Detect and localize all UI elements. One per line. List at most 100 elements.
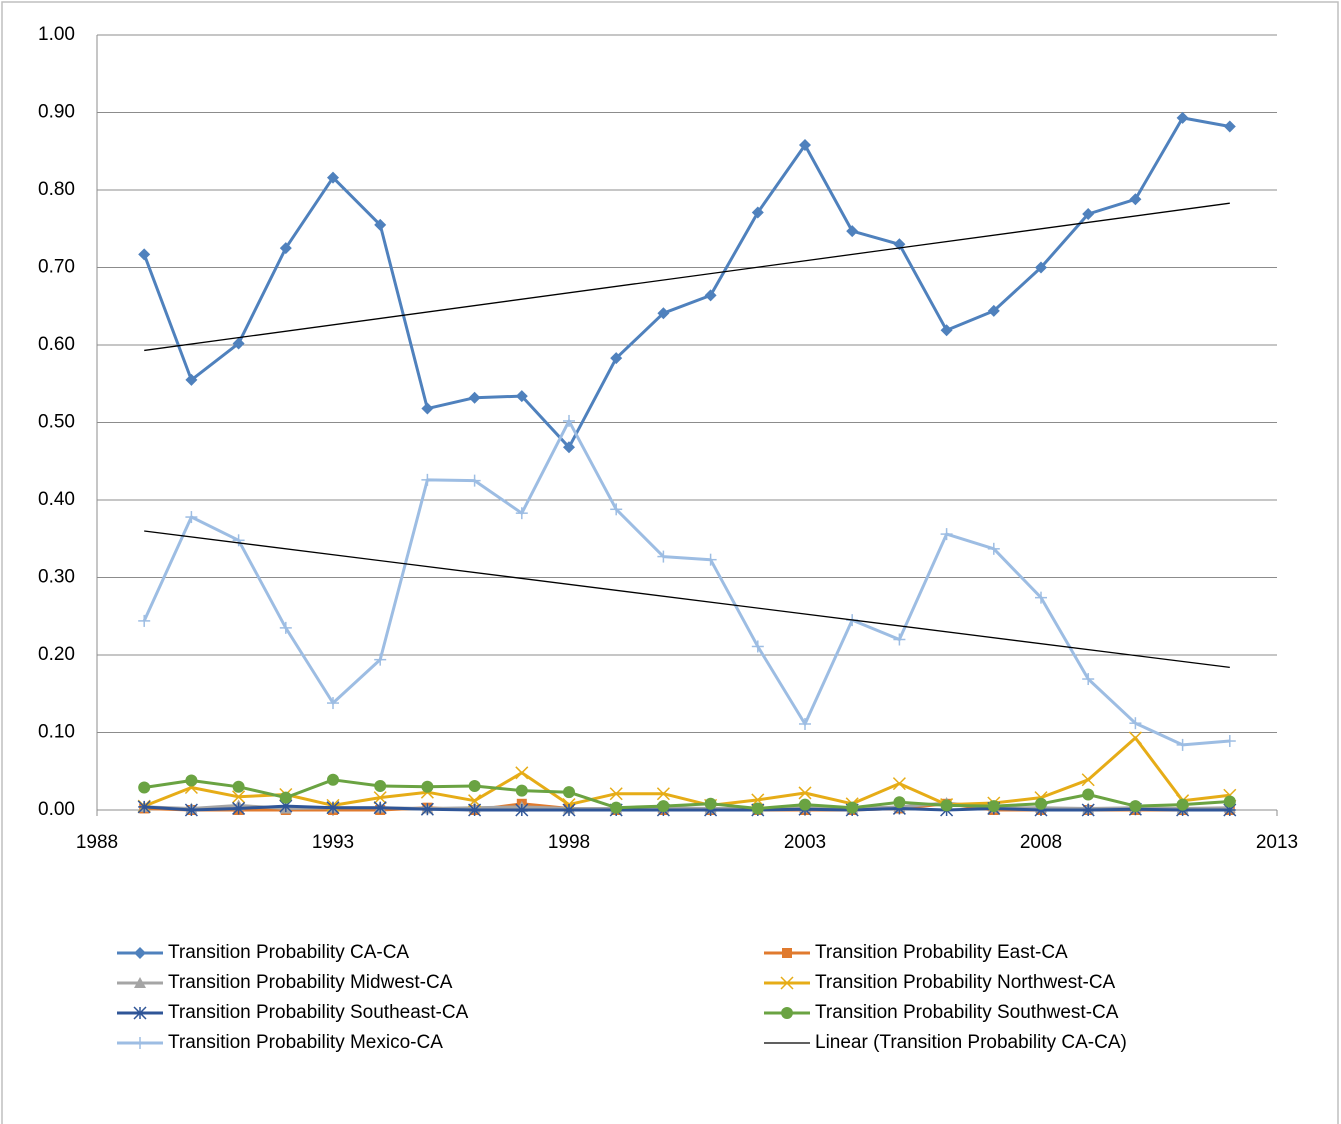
- marker: [515, 766, 529, 780]
- marker-shape: [657, 800, 670, 813]
- marker-shape: [563, 786, 575, 799]
- marker: [781, 1007, 793, 1019]
- marker: [279, 791, 292, 804]
- legend-label: Transition Probability Mexico-CA: [168, 1032, 443, 1053]
- y-tick-label: 0.70: [38, 257, 75, 278]
- marker-shape: [232, 790, 246, 804]
- marker: [562, 803, 576, 817]
- legend-label: Transition Probability East-CA: [815, 942, 1068, 963]
- marker-shape: [893, 796, 906, 809]
- x-tick-label: 2013: [1256, 832, 1298, 853]
- marker: [232, 801, 246, 815]
- marker: [1129, 193, 1142, 206]
- series-line: [144, 804, 1230, 812]
- marker: [1223, 120, 1236, 133]
- y-tick-label: 0.00: [38, 799, 75, 820]
- marker: [1176, 111, 1189, 124]
- y-tick-label: 0.30: [38, 567, 75, 588]
- marker: [1082, 673, 1095, 686]
- marker: [468, 794, 482, 808]
- legend-label: Transition Probability Southwest-CA: [815, 1002, 1119, 1023]
- marker: [1223, 795, 1236, 808]
- marker-shape: [987, 304, 1000, 317]
- marker: [374, 218, 387, 231]
- marker-shape: [892, 777, 906, 791]
- marker-shape: [374, 779, 387, 792]
- marker: [326, 801, 340, 815]
- marker: [138, 614, 151, 627]
- marker-shape: [327, 171, 339, 184]
- marker-shape: [468, 391, 481, 404]
- marker: [940, 324, 953, 337]
- marker: [609, 787, 623, 801]
- marker: [657, 550, 670, 563]
- marker: [1081, 803, 1095, 817]
- marker: [610, 352, 623, 365]
- marker: [279, 621, 292, 634]
- x-tick-label: 1993: [312, 832, 354, 853]
- series-line: [143, 778, 1230, 810]
- marker: [185, 373, 198, 386]
- marker: [185, 774, 198, 787]
- marker: [421, 402, 434, 415]
- y-tick-label: 0.90: [38, 102, 75, 123]
- marker: [1176, 798, 1189, 811]
- marker-shape: [940, 799, 953, 812]
- marker: [232, 534, 245, 547]
- marker-shape: [657, 307, 670, 320]
- marker-shape: [1223, 120, 1236, 133]
- marker-shape: [846, 225, 859, 238]
- marker: [799, 717, 811, 730]
- x-tick-label: 1998: [548, 832, 590, 853]
- marker: [610, 503, 623, 516]
- marker-shape: [232, 780, 245, 793]
- marker: [704, 797, 717, 810]
- marker-shape: [656, 787, 670, 801]
- y-tick-label: 0.80: [38, 179, 75, 200]
- marker-shape: [563, 441, 575, 454]
- marker: [137, 800, 151, 814]
- marker: [563, 441, 575, 454]
- marker: [782, 948, 792, 958]
- legend-label: Transition Probability CA-CA: [168, 942, 409, 963]
- marker-shape: [279, 242, 292, 255]
- marker: [373, 791, 387, 805]
- marker: [656, 787, 670, 801]
- y-tick-label: 0.40: [38, 489, 75, 510]
- marker: [138, 248, 151, 261]
- marker: [940, 528, 953, 541]
- marker: [1035, 797, 1047, 810]
- marker: [893, 633, 906, 646]
- marker: [420, 802, 434, 816]
- marker-shape: [987, 800, 1000, 813]
- marker-shape: [704, 289, 717, 302]
- marker: [468, 779, 481, 792]
- marker-shape: [1176, 798, 1189, 811]
- marker-shape: [468, 794, 482, 808]
- marker-shape: [1128, 731, 1142, 745]
- marker: [232, 780, 245, 793]
- marker: [846, 225, 859, 238]
- marker-shape: [421, 402, 434, 415]
- marker-shape: [1129, 800, 1142, 813]
- marker-shape: [782, 948, 792, 958]
- marker-shape: [610, 352, 623, 365]
- marker-shape: [799, 139, 811, 152]
- marker-shape: [138, 781, 151, 794]
- trendline: [144, 530, 1230, 669]
- marker: [134, 1037, 146, 1049]
- marker: [1082, 208, 1095, 221]
- marker: [1035, 261, 1047, 274]
- marker-shape: [1223, 795, 1236, 808]
- marker-shape: [610, 801, 623, 814]
- marker-shape: [846, 801, 859, 814]
- series-line: [142, 116, 1231, 449]
- x-tick-label: 2008: [1020, 832, 1062, 853]
- marker: [134, 947, 146, 959]
- marker-shape: [751, 793, 765, 807]
- marker-shape: [751, 206, 764, 219]
- marker: [374, 653, 387, 666]
- marker-shape: [1082, 208, 1095, 221]
- x-tick-label: 1988: [76, 832, 118, 853]
- marker-shape: [138, 248, 151, 261]
